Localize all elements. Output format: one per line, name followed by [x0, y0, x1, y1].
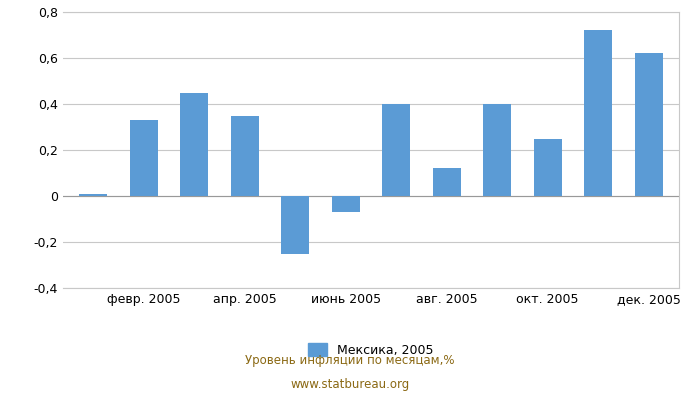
- Bar: [534, 138, 561, 196]
- Bar: [281, 196, 309, 254]
- Bar: [382, 104, 410, 196]
- Bar: [130, 120, 158, 196]
- Bar: [433, 168, 461, 196]
- Bar: [584, 30, 612, 196]
- Text: Уровень инфляции по месяцам,%: Уровень инфляции по месяцам,%: [245, 354, 455, 367]
- Bar: [332, 196, 360, 212]
- Bar: [79, 194, 107, 196]
- Text: www.statbureau.org: www.statbureau.org: [290, 378, 410, 391]
- Bar: [483, 104, 511, 196]
- Legend: Мексика, 2005: Мексика, 2005: [303, 338, 439, 362]
- Bar: [231, 116, 259, 196]
- Bar: [181, 92, 208, 196]
- Bar: [635, 53, 663, 196]
